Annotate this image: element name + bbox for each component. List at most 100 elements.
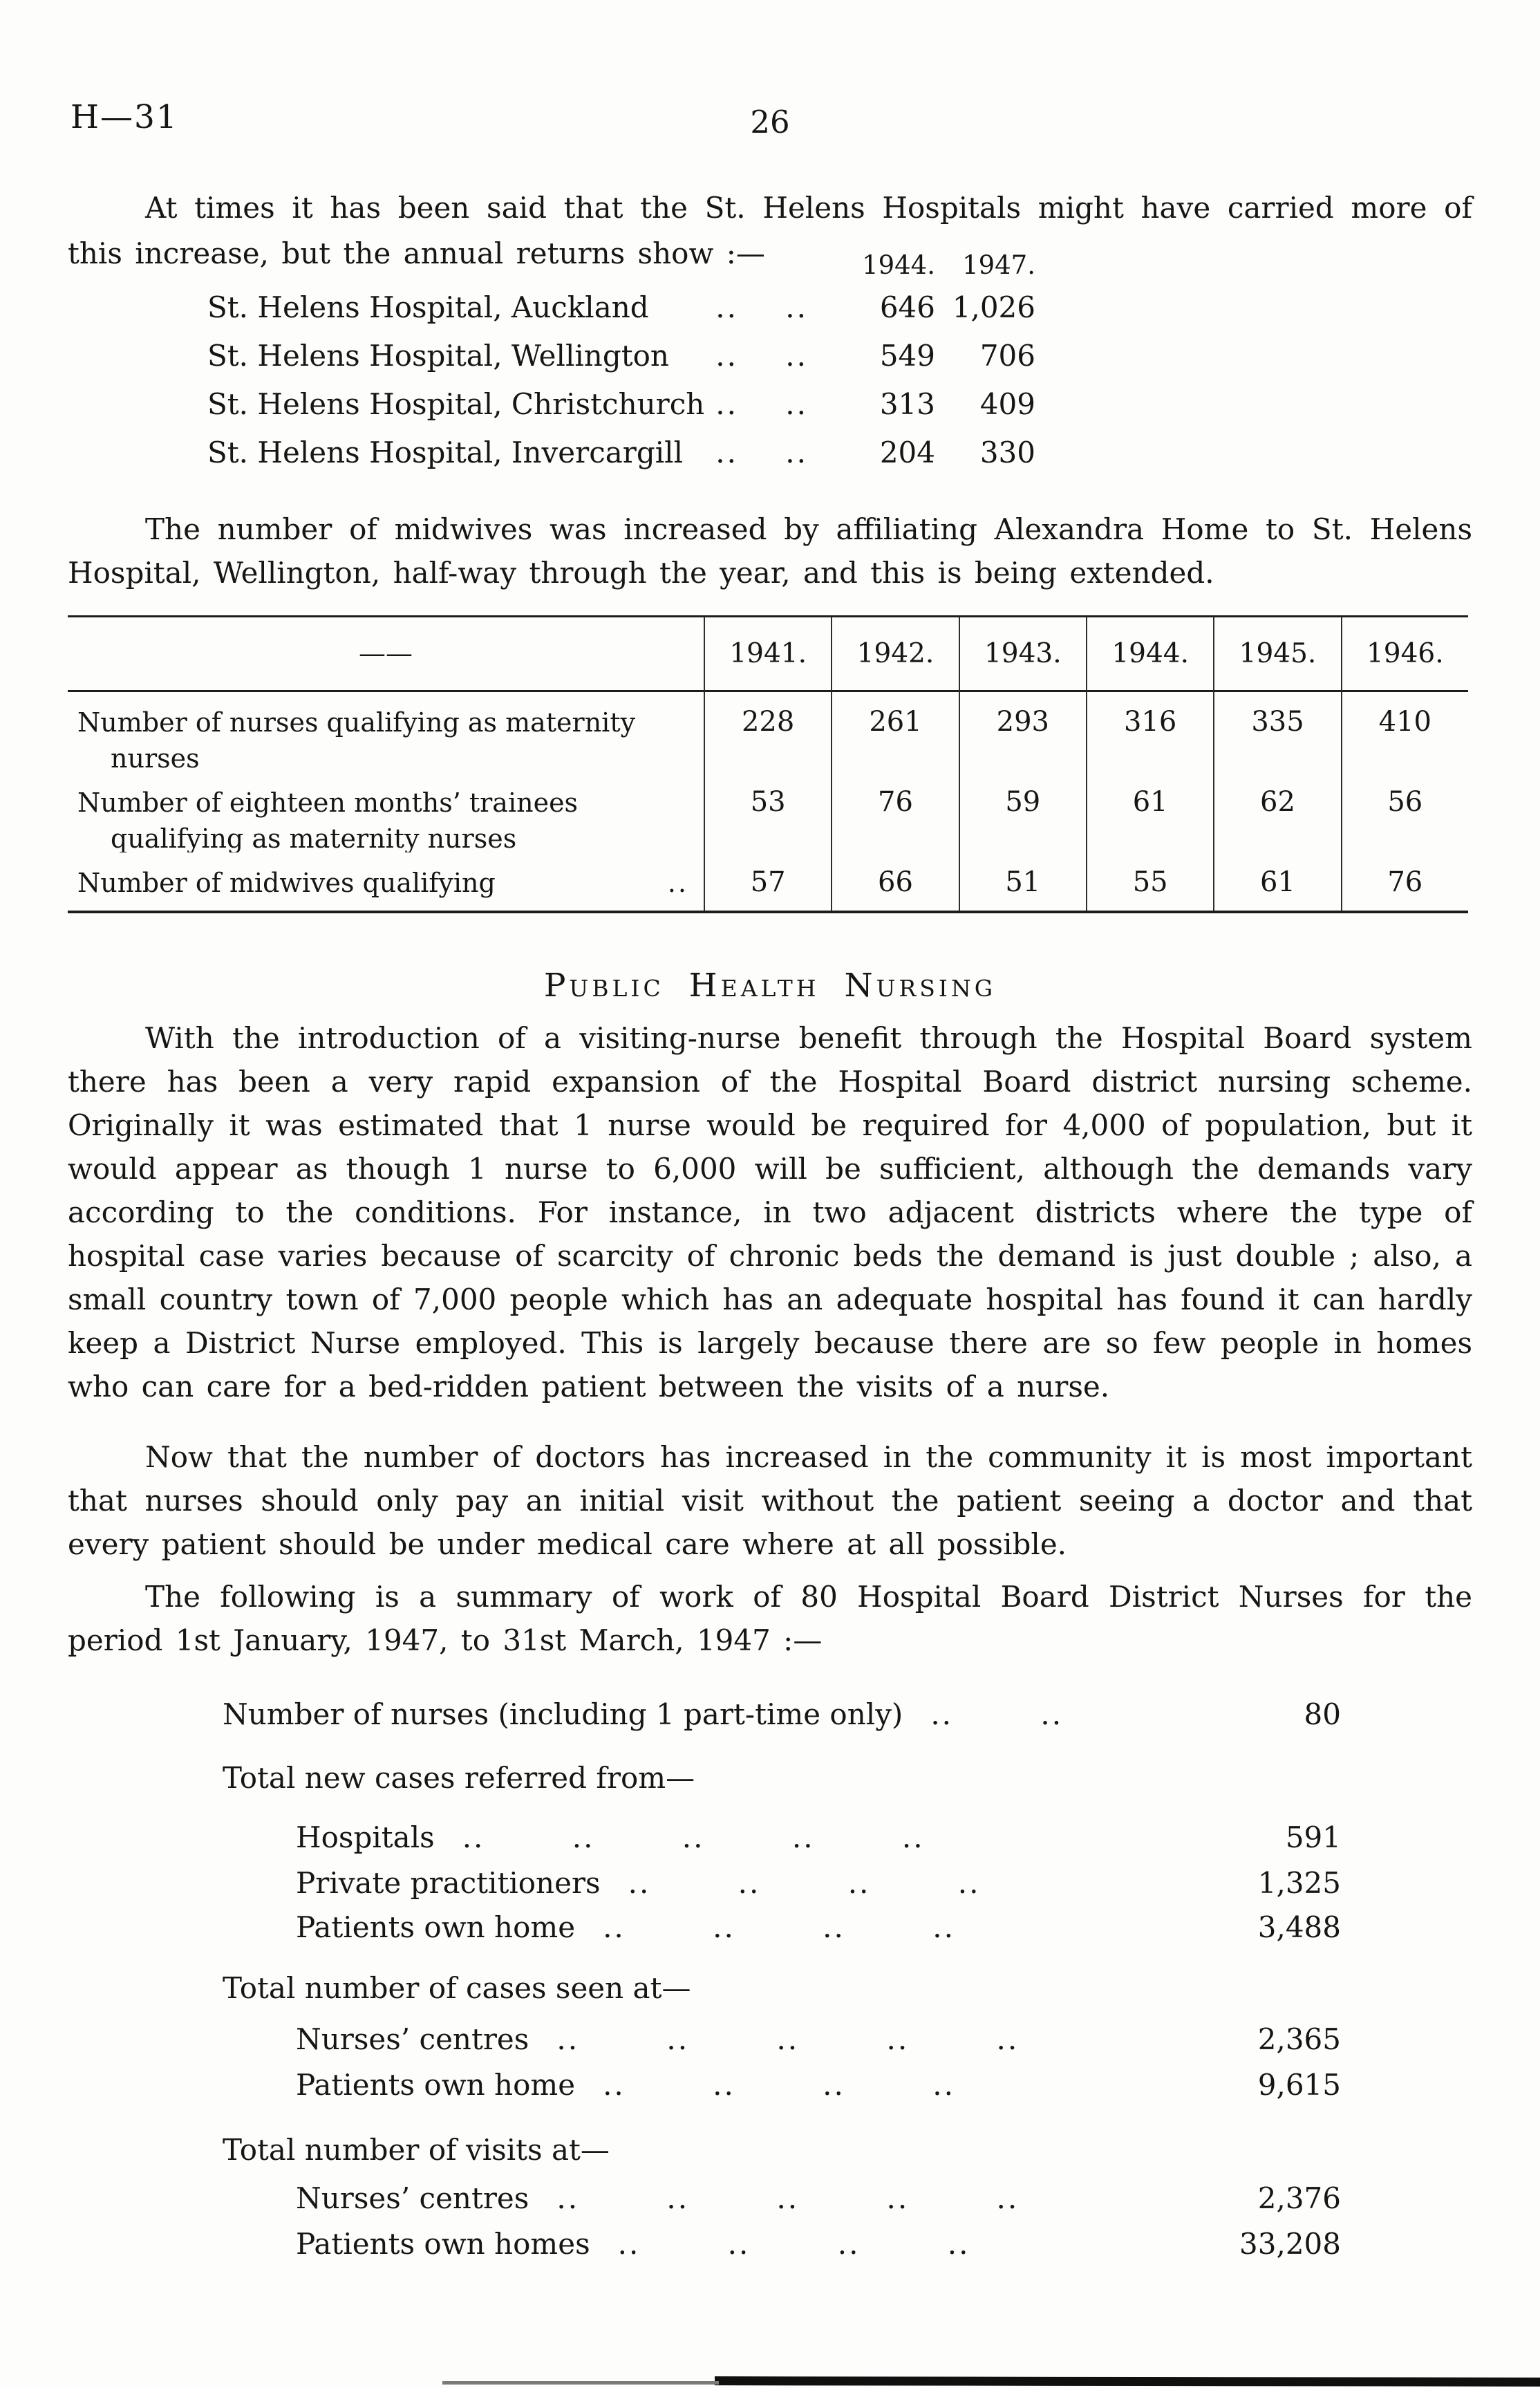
summary-label: Nurses’ centres (296, 2181, 529, 2215)
table-value: 261 (831, 692, 958, 772)
dot-leader: .. .. .. .. .. (462, 1820, 925, 1854)
summary-row: Patients own home .. .. .. .. 3,488 (296, 1910, 1341, 1944)
table-value: 293 (958, 692, 1086, 772)
table-year-header: 1942. (831, 617, 959, 692)
table-value: 51 (958, 852, 1086, 911)
table-value: 66 (831, 852, 958, 911)
summary-row: Number of nurses (including 1 part-time … (223, 1697, 1341, 1731)
table-value: 61 (1213, 852, 1340, 911)
table-year-header: 1944. (1085, 617, 1214, 692)
dot-leader: .. .. .. .. (603, 2068, 955, 2102)
hospital-returns-rows: St. Helens Hospital, Auckland .. .. 646 1,0… (68, 290, 1035, 484)
summary-label: Private practitioners (296, 1866, 601, 1900)
dot-leader: .. .. (715, 387, 808, 421)
summary-label: Nurses’ centres (296, 2022, 529, 2056)
hospital-name: St. Helens Hospital, Invercargill (207, 436, 684, 469)
table-row-label-line: Number of midwives qualifying (77, 868, 496, 898)
hospital-name: St. Helens Hospital, Christchurch (207, 387, 705, 421)
value-1944: 313 (879, 387, 935, 421)
table-row-label: Number of midwives qualifying.. (68, 852, 704, 911)
hospital-name: St. Helens Hospital, Auckland (207, 290, 649, 324)
value-1944: 204 (879, 436, 935, 469)
summary-label: Patients own home (296, 2068, 576, 2102)
table-value: 57 (704, 852, 831, 911)
table-value: 76 (1340, 852, 1468, 911)
value-1944: 549 (879, 339, 935, 373)
table-row-label-line: Number of nurses qualifying as maternity (77, 707, 636, 738)
dot-leader: .. .. .. .. (603, 1910, 955, 1944)
table-row-label-line: nurses (111, 743, 200, 772)
hospital-row: St. Helens Hospital, Auckland .. .. 646 1,0… (68, 290, 1035, 339)
table-value: 410 (1340, 692, 1468, 772)
summary-row: Patients own home .. .. .. .. 9,615 (296, 2068, 1341, 2102)
table-row-label: Number of nurses qualifying as maternity… (68, 692, 704, 772)
dot-leader: .. .. (715, 290, 808, 324)
qualifying-table-grid: —— 1941. 1942. 1943. 1944. 1945. 1946. Number o… (68, 615, 1468, 913)
summary-row: Patients own homes .. .. .. .. 33,208 (296, 2227, 1341, 2261)
paragraph-summary-intro: The following is a summary of work of 80… (68, 1580, 1472, 1657)
table-value: 228 (704, 692, 831, 772)
summary-value: 2,376 (1257, 2181, 1341, 2215)
hospital-row: St. Helens Hospital, Invercargill .. .. 20… (68, 436, 1035, 484)
summary-label: Patients own home (296, 1910, 576, 1944)
dot-leader: .. .. .. .. .. (556, 2022, 1020, 2056)
summary-row: Nurses’ centres .. .. .. .. .. 2,376 (296, 2181, 1341, 2215)
hospital-returns-header: 1944. 1947. (68, 250, 1035, 290)
column-header-1947: 1947. (962, 250, 1035, 280)
dot-leader: .. .. (930, 1697, 1064, 1731)
hospital-row: St. Helens Hospital, Wellington .. .. 549 7… (68, 339, 1035, 387)
dot-leader: .. .. .. .. (617, 2227, 970, 2261)
summary-label: Total new cases referred from— (223, 1761, 695, 1795)
table-row-label-line: qualifying as maternity nurses (111, 823, 517, 852)
table-value: 335 (1213, 692, 1340, 772)
paragraph-public-health-nursing: With the introduction of a visiting-nurs… (68, 1021, 1472, 1403)
scan-artifact (442, 2381, 719, 2385)
summary-value: 33,208 (1239, 2227, 1341, 2261)
value-1947: 330 (979, 436, 1035, 469)
table-value: 61 (1085, 772, 1213, 852)
table-row-label: Number of eighteen months’ trainees quali… (68, 772, 704, 852)
summary-row: Private practitioners .. .. .. .. 1,325 (296, 1866, 1341, 1900)
table-corner-label: —— (68, 617, 704, 692)
summary-row: Nurses’ centres .. .. .. .. .. 2,365 (296, 2022, 1341, 2056)
hospital-name: St. Helens Hospital, Wellington (207, 339, 669, 373)
summary-label: Total number of cases seen at— (223, 1971, 691, 2005)
summary-label: Hospitals (296, 1820, 435, 1854)
summary-value: 591 (1285, 1820, 1341, 1854)
value-1947: 706 (979, 339, 1035, 373)
summary-value: 3,488 (1257, 1910, 1341, 1944)
value-1947: 1,026 (952, 290, 1035, 324)
paragraph-intro: At times it has been said that the St. H… (68, 191, 1472, 270)
page-number: 26 (750, 104, 790, 140)
dot-leader: .. (667, 868, 688, 898)
dot-leader: .. .. .. .. (628, 1866, 981, 1900)
dot-leader: .. .. (715, 339, 808, 373)
table-year-header: 1946. (1340, 617, 1468, 692)
scan-artifact (714, 2376, 1540, 2387)
table-value: 53 (704, 772, 831, 852)
paragraph-doctors: Now that the number of doctors has incre… (68, 1440, 1472, 1561)
table-value: 62 (1213, 772, 1340, 852)
hospital-row: St. Helens Hospital, Christchurch .. .. 31… (68, 387, 1035, 436)
table-year-header: 1943. (958, 617, 1086, 692)
summary-label: Number of nurses (including 1 part-time … (223, 1697, 903, 1731)
summary-value: 2,365 (1257, 2022, 1341, 2056)
summary-group-heading: Total number of cases seen at— (223, 1971, 1341, 2005)
summary-label: Total number of visits at— (223, 2133, 610, 2167)
paragraph-midwives: The number of midwives was increased by … (68, 512, 1472, 590)
hospital-returns-table: 1944. 1947. St. Helens Hospital, Aucklan… (68, 250, 1035, 484)
section-heading: Public Health Nursing (543, 967, 997, 1005)
summary-value: 80 (1304, 1697, 1341, 1731)
summary-group-heading: Total number of visits at— (223, 2133, 1341, 2167)
table-row-label-line: Number of eighteen months’ trainees (77, 787, 579, 818)
table-value: 76 (831, 772, 958, 852)
value-1947: 409 (979, 387, 1035, 421)
dot-leader: .. .. (715, 436, 808, 469)
report-code: H—31 (71, 98, 178, 136)
table-value: 316 (1085, 692, 1213, 772)
summary-value: 9,615 (1257, 2068, 1341, 2102)
column-header-1944: 1944. (862, 250, 935, 280)
dot-leader: .. .. .. .. .. (556, 2181, 1020, 2215)
summary-label: Patients own homes (296, 2227, 590, 2261)
summary-row: Hospitals .. .. .. .. .. 591 (296, 1820, 1341, 1854)
